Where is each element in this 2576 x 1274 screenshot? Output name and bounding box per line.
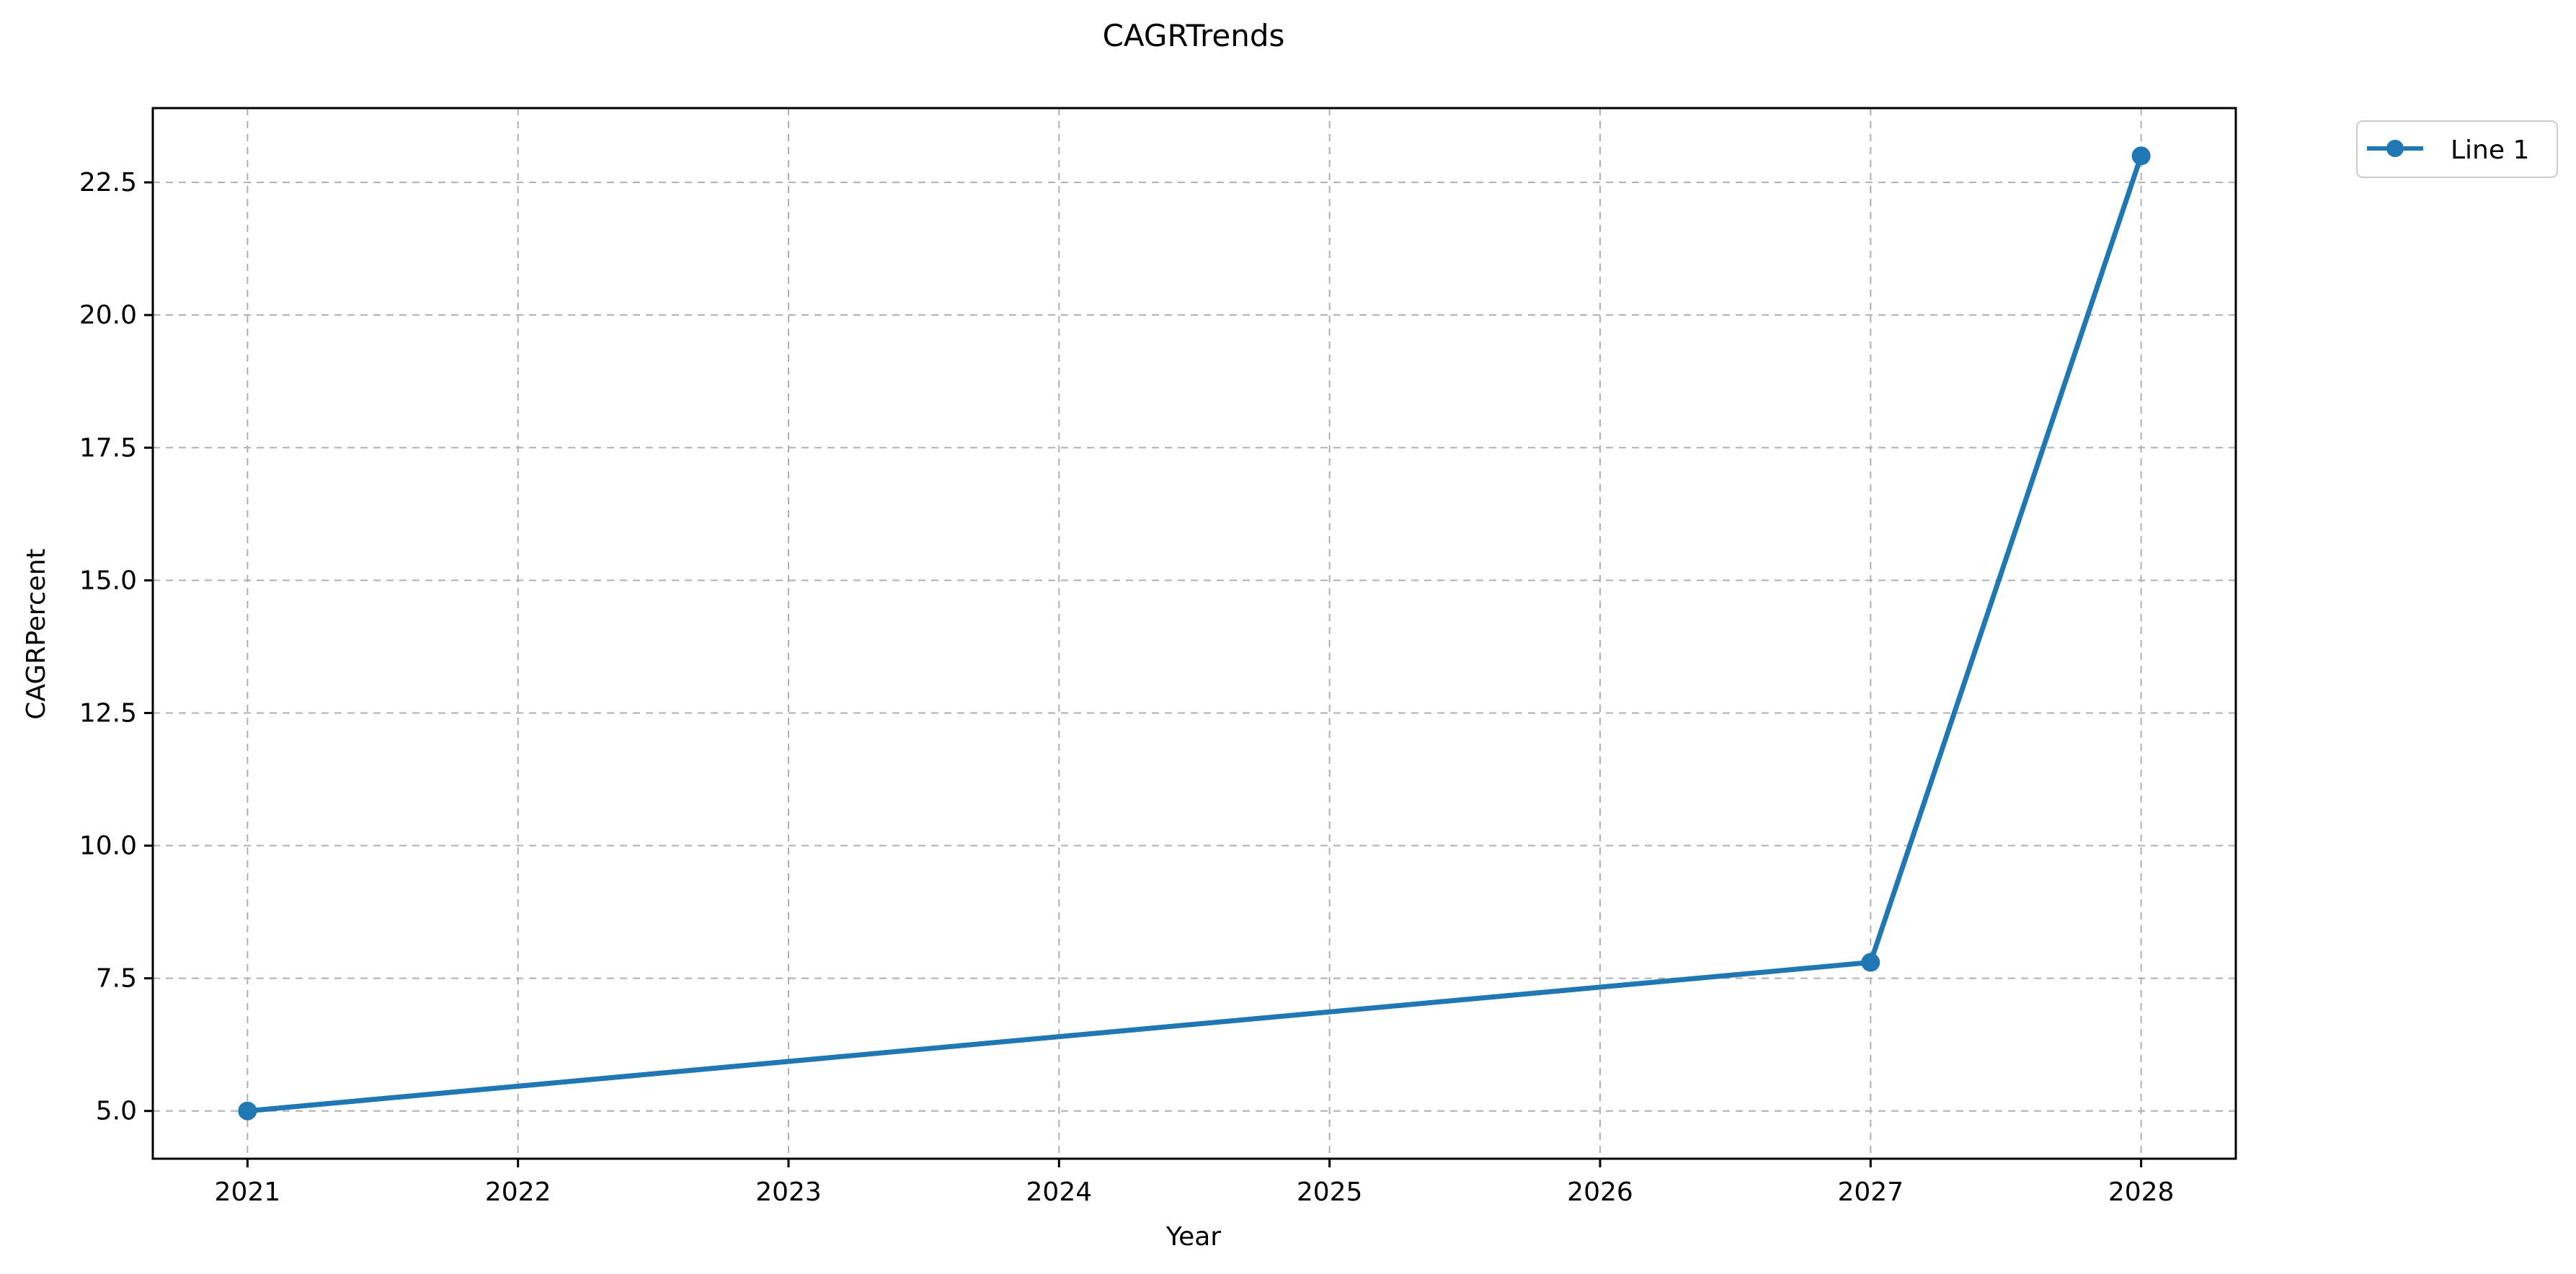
y-tick-label: 7.5 <box>96 964 137 994</box>
x-tick-label: 2021 <box>215 1177 281 1207</box>
data-point-marker <box>2131 146 2151 166</box>
x-tick-label: 2022 <box>485 1177 551 1207</box>
axes <box>151 107 2237 1160</box>
legend-label: Line 1 <box>2451 135 2529 165</box>
x-tick-label: 2024 <box>1026 1177 1093 1207</box>
plot-series <box>238 146 2151 1121</box>
ticks: 2021 2022 2023 2024 2025 2026 2027 2028 5.0 7.5 10… <box>79 168 2175 1207</box>
data-point-marker <box>238 1101 257 1121</box>
y-axis-label: CAGRPercent <box>22 548 51 720</box>
x-axis-label: Year <box>1165 1222 1221 1252</box>
legend-box <box>2356 120 2558 178</box>
y-tick-label: 10.0 <box>79 832 137 861</box>
x-tick-label: 2026 <box>1567 1177 1633 1207</box>
y-tick-label: 5.0 <box>96 1097 137 1126</box>
y-tick-label: 20.0 <box>79 300 137 330</box>
x-tick-label: 2028 <box>2108 1177 2175 1207</box>
y-tick-label: 17.5 <box>79 433 137 463</box>
x-tick-label: 2023 <box>755 1177 822 1207</box>
x-tick-label: 2025 <box>1297 1177 1363 1207</box>
y-tick-label: 12.5 <box>79 698 137 728</box>
data-point-marker <box>1861 953 1880 972</box>
legend: Line 1 <box>2356 120 2558 178</box>
y-tick-label: 22.5 <box>79 168 137 197</box>
gridlines <box>153 108 2236 1159</box>
y-tick-label: 15.0 <box>79 566 137 595</box>
legend-marker-icon <box>2386 140 2404 157</box>
x-tick-label: 2027 <box>1837 1177 1904 1207</box>
plot-frame <box>151 107 2237 1160</box>
chart-title: CAGRTrends <box>1103 18 1285 53</box>
